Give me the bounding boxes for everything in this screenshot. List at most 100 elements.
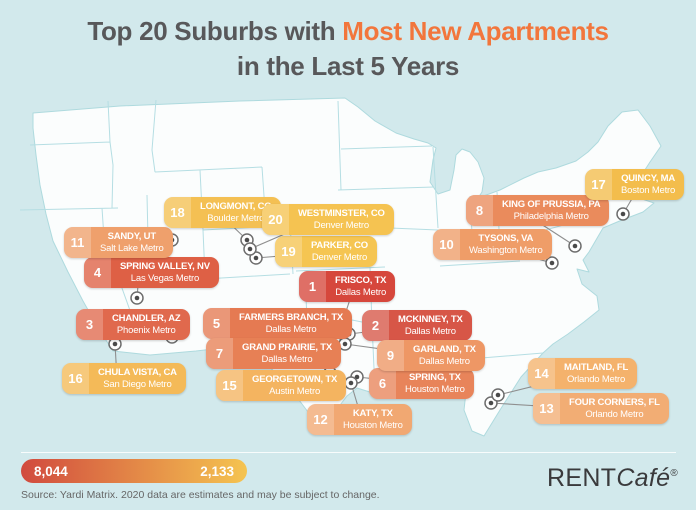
suburb-metro: Dallas Metro — [261, 353, 313, 365]
suburb-names: SANDY, UT Salt Lake Metro — [91, 227, 173, 258]
suburb-label: 6 SPRING, TX Houston Metro — [369, 368, 474, 399]
suburb-city: WESTMINSTER, CO — [298, 208, 385, 219]
suburb-rank: 11 — [64, 227, 91, 258]
suburb-rank: 18 — [164, 197, 191, 228]
suburb-label: 3 CHANDLER, AZ Phoenix Metro — [76, 309, 190, 340]
suburb-rank: 2 — [362, 310, 389, 341]
suburb-metro: Dallas Metro — [418, 355, 470, 367]
suburb-metro: Austin Metro — [269, 385, 321, 397]
suburb-label: 5 FARMERS BRANCH, TX Dallas Metro — [203, 308, 353, 339]
suburb-rank: 9 — [377, 340, 404, 371]
legend-min-value: 2,133 — [200, 463, 234, 479]
legend-gradient-bar: 8,044 2,133 — [21, 459, 247, 483]
suburb-rank: 8 — [466, 195, 493, 226]
suburb-label: 10 TYSONS, VA Washington Metro — [433, 229, 552, 260]
suburb-rank: 1 — [299, 271, 326, 302]
suburb-label: 19 PARKER, CO Denver Metro — [275, 236, 377, 267]
suburb-names: FRISCO, TX Dallas Metro — [326, 271, 395, 302]
suburb-names: MCKINNEY, TX Dallas Metro — [389, 310, 472, 341]
suburb-rank: 6 — [369, 368, 396, 399]
suburb-metro: Orlando Metro — [566, 373, 626, 385]
suburb-names: KATY, TX Houston Metro — [334, 404, 412, 435]
suburb-names: GARLAND, TX Dallas Metro — [404, 340, 485, 371]
title-line1: Top 20 Suburbs with Most New Apartments — [0, 14, 696, 49]
metro-marker-icon — [568, 239, 582, 253]
suburb-label: 8 KING OF PRUSSIA, PA Philadelphia Metro — [466, 195, 610, 226]
suburb-city: GEORGETOWN, TX — [252, 374, 338, 385]
suburb-city: SPRING, TX — [408, 372, 461, 383]
infographic-title: Top 20 Suburbs with Most New Apartments … — [0, 14, 696, 84]
suburb-rank: 19 — [275, 236, 302, 267]
suburb-metro: Boston Metro — [621, 184, 676, 196]
suburb-rank: 12 — [307, 404, 334, 435]
suburb-names: GRAND PRAIRIE, TX Dallas Metro — [233, 338, 341, 369]
suburb-metro: Dallas Metro — [335, 286, 387, 298]
suburb-label: 11 SANDY, UT Salt Lake Metro — [64, 227, 173, 258]
suburb-names: LONGMONT, CO Boulder Metro — [191, 197, 281, 228]
suburb-rank: 5 — [203, 308, 230, 339]
suburb-names: FARMERS BRANCH, TX Dallas Metro — [230, 308, 352, 339]
suburb-names: QUINCY, MA Boston Metro — [612, 169, 684, 200]
suburb-rank: 20 — [262, 204, 289, 235]
rentcafe-logo: RENTCafé® — [547, 464, 678, 493]
suburb-metro: Orlando Metro — [585, 408, 644, 420]
suburb-names: CHULA VISTA, CA San Diego Metro — [89, 363, 186, 394]
suburb-names: WESTMINSTER, CO Denver Metro — [289, 204, 394, 235]
suburb-metro: Las Vegas Metro — [130, 272, 200, 284]
suburb-metro: San Diego Metro — [103, 378, 172, 390]
suburb-metro: Dallas Metro — [404, 325, 456, 337]
suburb-label: 20 WESTMINSTER, CO Denver Metro — [262, 204, 394, 235]
suburb-label: 16 CHULA VISTA, CA San Diego Metro — [62, 363, 186, 394]
legend-max-value: 8,044 — [34, 463, 68, 479]
suburb-metro: Houston Metro — [405, 383, 465, 395]
brand-rent: RENT — [547, 464, 617, 492]
suburb-label: 1 FRISCO, TX Dallas Metro — [299, 271, 396, 302]
suburb-city: QUINCY, MA — [621, 173, 676, 184]
suburb-city: FARMERS BRANCH, TX — [239, 312, 344, 323]
suburb-city: SANDY, UT — [107, 231, 157, 242]
suburb-city: LONGMONT, CO — [200, 201, 272, 212]
suburb-rank: 13 — [533, 393, 560, 424]
suburb-metro: Salt Lake Metro — [100, 242, 164, 254]
suburb-city: FRISCO, TX — [335, 275, 387, 286]
suburb-metro: Dallas Metro — [265, 323, 317, 335]
suburb-label: 12 KATY, TX Houston Metro — [307, 404, 412, 435]
suburb-metro: Phoenix Metro — [116, 324, 176, 336]
suburb-city: GARLAND, TX — [413, 344, 476, 355]
metro-marker-icon — [616, 207, 630, 221]
footer-divider — [21, 452, 676, 453]
suburb-names: KING OF PRUSSIA, PA Philadelphia Metro — [493, 195, 609, 226]
metro-marker-icon — [545, 256, 559, 270]
metro-marker-icon — [130, 291, 144, 305]
metro-marker-icon — [243, 242, 257, 256]
suburb-label: 9 GARLAND, TX Dallas Metro — [377, 340, 485, 371]
source-note: Source: Yardi Matrix. 2020 data are esti… — [21, 489, 380, 501]
suburb-city: SPRING VALLEY, NV — [120, 261, 210, 272]
registered-mark-icon: ® — [670, 468, 678, 479]
suburb-city: MAITLAND, FL — [564, 362, 629, 373]
suburb-label: 4 SPRING VALLEY, NV Las Vegas Metro — [84, 257, 219, 288]
suburb-names: FOUR CORNERS, FL Orlando Metro — [560, 393, 669, 424]
suburb-rank: 16 — [62, 363, 89, 394]
suburb-city: KATY, TX — [352, 408, 393, 419]
suburb-metro: Philadelphia Metro — [513, 210, 589, 222]
suburb-city: GRAND PRAIRIE, TX — [242, 342, 333, 353]
suburb-names: SPRING, TX Houston Metro — [396, 368, 474, 399]
suburb-names: PARKER, CO Denver Metro — [302, 236, 377, 267]
suburb-rank: 4 — [84, 257, 111, 288]
suburb-rank: 10 — [433, 229, 460, 260]
title-prefix: Top 20 Suburbs with — [87, 16, 343, 46]
suburb-names: TYSONS, VA Washington Metro — [460, 229, 552, 260]
suburb-rank: 17 — [585, 169, 612, 200]
suburb-rank: 3 — [76, 309, 103, 340]
suburb-names: GEORGETOWN, TX Austin Metro — [243, 370, 346, 401]
title-line2: in the Last 5 Years — [236, 51, 460, 81]
suburb-label: 2 MCKINNEY, TX Dallas Metro — [362, 310, 472, 341]
suburb-rank: 7 — [206, 338, 233, 369]
suburb-label: 13 FOUR CORNERS, FL Orlando Metro — [533, 393, 669, 424]
title-highlight: Most New Apartments — [342, 16, 609, 46]
suburb-label: 7 GRAND PRAIRIE, TX Dallas Metro — [206, 338, 342, 369]
suburb-city: KING OF PRUSSIA, PA — [502, 199, 601, 210]
